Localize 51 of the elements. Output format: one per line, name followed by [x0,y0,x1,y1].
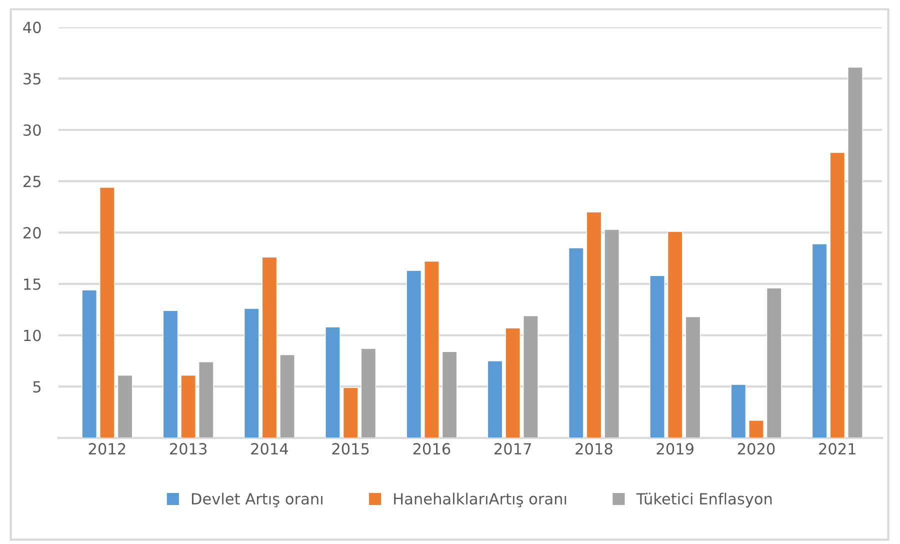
bar [100,187,115,438]
bar [830,152,846,438]
bar [117,374,133,438]
bar [82,290,97,438]
bar [487,360,503,438]
bar [180,374,196,438]
legend-label: Devlet Artış oranı [192,492,322,508]
y-tick-label: 40 [23,22,41,34]
x-tick-label: 2018 [576,443,612,455]
bar [730,384,746,438]
legend-label: Tüketici Enflasyon [636,492,772,508]
bar [812,244,828,438]
bar [162,310,178,438]
x-tick-label: 2014 [251,443,288,455]
y-tick-label: 35 [24,73,40,85]
x-tick-label: 2013 [170,443,207,455]
bar [442,351,458,438]
x-tick-label: 2020 [738,443,775,455]
bar [667,231,683,438]
x-tick-label: 2017 [494,443,531,455]
bar [406,270,422,438]
bar [848,66,863,438]
bar [342,387,358,438]
bar [523,315,538,438]
x-tick-label: 2016 [413,443,450,455]
bar [766,288,782,438]
bar [262,256,278,438]
x-tick-label: 2019 [656,443,694,455]
y-tick-label: 25 [24,176,40,188]
bar [650,275,665,438]
legend-label: HanehalklarıArtış oranı [394,492,566,508]
bar [568,248,584,438]
bar [604,229,620,438]
bar [685,316,701,438]
y-tick-label: 30 [24,124,41,136]
bar [244,308,260,438]
bar [748,420,764,438]
y-tick-label: 10 [24,330,41,342]
y-tick-label: 15 [24,278,40,290]
bar [424,260,440,438]
bar [198,362,214,438]
bar [505,328,520,438]
x-tick-label: 2021 [819,443,856,455]
y-tick-label: 5 [33,381,40,393]
bar [360,348,376,438]
y-tick-label: 20 [24,227,41,239]
bar [280,354,295,438]
bar [586,212,602,438]
bar [325,326,340,438]
x-tick-label: 2015 [332,443,369,455]
x-tick-label: 2012 [88,443,126,455]
